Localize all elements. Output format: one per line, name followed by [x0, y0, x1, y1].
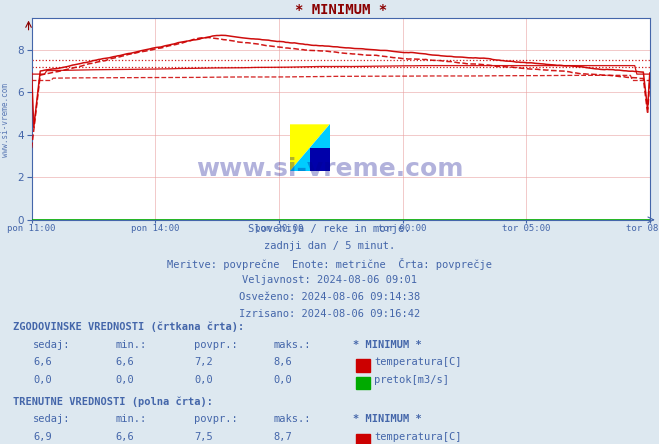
- Polygon shape: [290, 124, 330, 171]
- Text: Slovenija / reke in morje.: Slovenija / reke in morje.: [248, 224, 411, 234]
- Text: www.si-vreme.com: www.si-vreme.com: [1, 83, 10, 157]
- Text: maks.:: maks.:: [273, 340, 311, 350]
- Text: Osveženo: 2024-08-06 09:14:38: Osveženo: 2024-08-06 09:14:38: [239, 292, 420, 302]
- Text: povpr.:: povpr.:: [194, 414, 238, 424]
- Text: temperatura[C]: temperatura[C]: [374, 357, 462, 368]
- Text: 6,9: 6,9: [33, 432, 51, 442]
- Text: 7,2: 7,2: [194, 357, 213, 368]
- Text: povpr.:: povpr.:: [194, 340, 238, 350]
- Text: sedaj:: sedaj:: [33, 414, 71, 424]
- Text: 6,6: 6,6: [33, 357, 51, 368]
- Text: 0,0: 0,0: [33, 375, 51, 385]
- Text: 0,0: 0,0: [194, 375, 213, 385]
- Text: Veljavnost: 2024-08-06 09:01: Veljavnost: 2024-08-06 09:01: [242, 275, 417, 285]
- Text: zadnji dan / 5 minut.: zadnji dan / 5 minut.: [264, 241, 395, 251]
- Text: maks.:: maks.:: [273, 414, 311, 424]
- Text: ZGODOVINSKE VREDNOSTI (črtkana črta):: ZGODOVINSKE VREDNOSTI (črtkana črta):: [13, 322, 244, 333]
- Text: Meritve: povprečne  Enote: metrične  Črta: povprečje: Meritve: povprečne Enote: metrične Črta:…: [167, 258, 492, 270]
- Text: www.si-vreme.com: www.si-vreme.com: [196, 157, 463, 181]
- Text: TRENUTNE VREDNOSTI (polna črta):: TRENUTNE VREDNOSTI (polna črta):: [13, 396, 213, 407]
- Title: * MINIMUM *: * MINIMUM *: [295, 3, 387, 16]
- Text: min.:: min.:: [115, 414, 146, 424]
- Text: pretok[m3/s]: pretok[m3/s]: [374, 375, 449, 385]
- Text: 8,7: 8,7: [273, 432, 292, 442]
- Text: 0,0: 0,0: [115, 375, 134, 385]
- Text: 6,6: 6,6: [115, 357, 134, 368]
- Polygon shape: [290, 124, 330, 171]
- Text: 8,6: 8,6: [273, 357, 292, 368]
- Text: temperatura[C]: temperatura[C]: [374, 432, 462, 442]
- Text: Izrisano: 2024-08-06 09:16:42: Izrisano: 2024-08-06 09:16:42: [239, 309, 420, 319]
- Text: sedaj:: sedaj:: [33, 340, 71, 350]
- Text: min.:: min.:: [115, 340, 146, 350]
- Text: 7,5: 7,5: [194, 432, 213, 442]
- Text: 0,0: 0,0: [273, 375, 292, 385]
- Text: * MINIMUM *: * MINIMUM *: [353, 414, 421, 424]
- Text: 6,6: 6,6: [115, 432, 134, 442]
- Text: * MINIMUM *: * MINIMUM *: [353, 340, 421, 350]
- Polygon shape: [310, 148, 330, 171]
